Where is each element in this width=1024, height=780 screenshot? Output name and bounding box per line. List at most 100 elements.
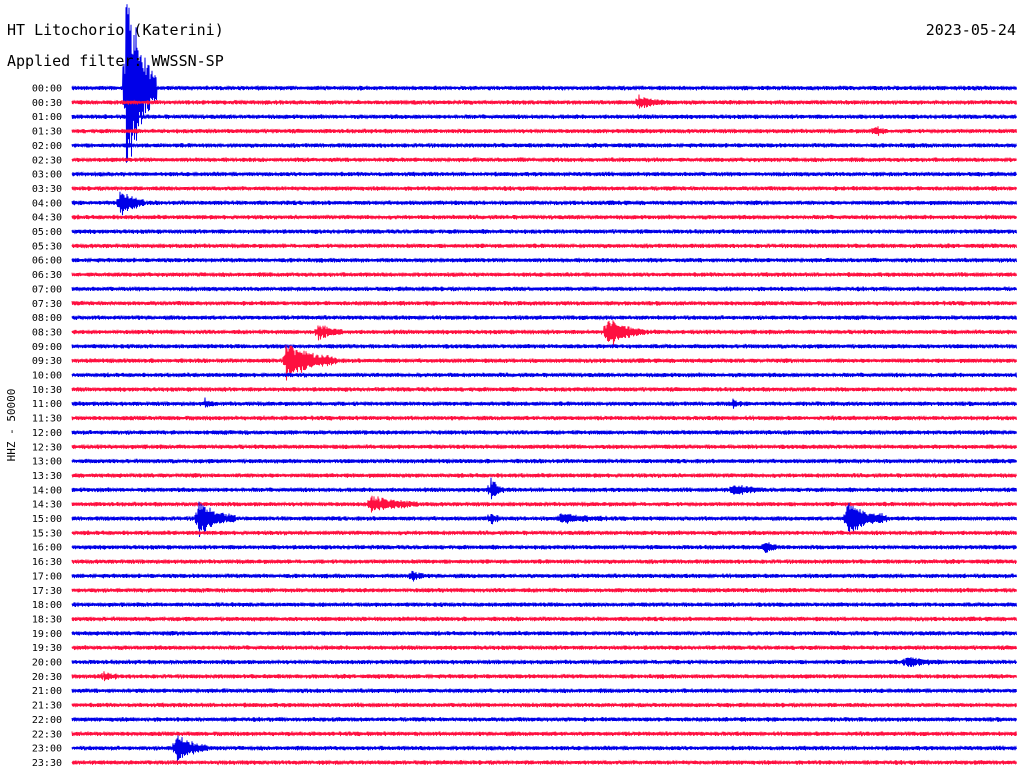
trace-row-2330 [71,759,1017,766]
trace-row-1930 [71,644,1017,651]
row-label: 04:30 [32,213,62,224]
trace-row-0700 [71,285,1017,292]
trace-row-0530 [71,242,1017,249]
row-label: 21:00 [32,686,62,697]
trace-row-0130 [71,126,1017,136]
row-label: 06:30 [32,270,62,281]
trace-row-1730 [71,587,1017,594]
row-label: 09:00 [32,342,62,353]
trace-row-0830 [71,320,1017,346]
row-label: 22:30 [32,729,62,740]
row-label: 08:00 [32,313,62,324]
trace-row-2200 [71,716,1017,723]
trace-row-1530 [71,529,1017,536]
y-axis-label: HHZ - 50000 [5,389,18,462]
trace-row-1100 [71,397,1017,409]
row-label: 00:30 [32,98,62,109]
trace-row-0230 [71,156,1017,163]
row-label: 01:30 [32,127,62,138]
row-label: 05:00 [32,227,62,238]
row-label: 14:00 [32,485,62,496]
trace-row-0030 [71,94,1017,109]
trace-row-0900 [71,343,1017,350]
trace-row-0600 [71,257,1017,264]
row-label: 23:00 [32,744,62,755]
plot-date: 2023-05-24 [926,21,1016,39]
trace-row-1900 [71,630,1017,637]
trace-row-1130 [71,414,1017,422]
row-label: 04:00 [32,198,62,209]
seismic-traces [71,4,1017,766]
row-label: 16:30 [32,557,62,568]
row-time-labels: 00:00 00:30 01:00 01:30 02:00 02:30 03:00 03:30… [32,84,62,769]
trace-row-0930 [71,345,1017,381]
trace-row-0430 [71,214,1017,221]
row-label: 15:30 [32,528,62,539]
row-label: 02:00 [32,141,62,152]
row-label: 07:00 [32,284,62,295]
trace-row-1600 [71,542,1017,553]
trace-row-0500 [71,228,1017,235]
trace-row-2030 [71,671,1017,682]
trace-row-0100 [71,113,1017,120]
trace-row-1200 [71,429,1017,436]
trace-row-2000 [71,657,1017,667]
row-label: 13:30 [32,471,62,482]
row-label: 11:00 [32,399,62,410]
row-label: 14:30 [32,500,62,511]
trace-row-1300 [71,457,1017,465]
filter-subtitle: Applied filter: WWSSN-SP [7,52,224,70]
row-label: 20:00 [32,658,62,669]
trace-row-1830 [71,615,1017,622]
row-label: 17:30 [32,586,62,597]
trace-row-0630 [71,271,1017,278]
trace-row-0300 [71,171,1017,178]
row-label: 09:30 [32,356,62,367]
row-label: 12:00 [32,428,62,439]
trace-row-1430 [71,495,1017,513]
row-label: 21:30 [32,701,62,712]
row-label: 01:00 [32,112,62,123]
row-label: 15:00 [32,514,62,525]
row-label: 17:00 [32,571,62,582]
row-label: 10:00 [32,371,62,382]
row-label: 06:00 [32,256,62,267]
row-label: 16:00 [32,543,62,554]
trace-row-0000 [71,4,1017,163]
trace-row-2300 [71,735,1017,763]
row-label: 19:30 [32,643,62,654]
trace-row-1330 [71,472,1017,479]
trace-row-1500 [71,501,1017,538]
row-label: 18:00 [32,600,62,611]
trace-row-0330 [71,185,1017,192]
trace-row-2230 [71,730,1017,737]
row-label: 03:30 [32,184,62,195]
trace-row-1230 [71,443,1017,450]
row-label: 23:30 [32,758,62,769]
trace-row-0800 [71,314,1017,321]
trace-row-1400 [71,477,1017,500]
row-label: 03:00 [32,170,62,181]
trace-row-0730 [71,300,1017,307]
row-label: 13:00 [32,457,62,468]
trace-row-0200 [71,142,1017,149]
trace-row-2130 [71,701,1017,709]
row-label: 05:30 [32,241,62,252]
row-label: 18:30 [32,614,62,625]
row-label: 11:30 [32,414,62,425]
trace-row-1630 [71,558,1017,565]
row-label: 19:00 [32,629,62,640]
trace-row-1030 [71,386,1017,393]
row-label: 08:30 [32,327,62,338]
row-label: 10:30 [32,385,62,396]
trace-row-0400 [71,191,1017,216]
trace-row-1700 [71,570,1017,582]
row-label: 12:30 [32,442,62,453]
row-label: 00:00 [32,84,62,95]
trace-row-2100 [71,687,1017,694]
trace-row-1000 [71,371,1017,379]
row-label: 02:30 [32,155,62,166]
row-label: 22:00 [32,715,62,726]
row-label: 07:30 [32,299,62,310]
